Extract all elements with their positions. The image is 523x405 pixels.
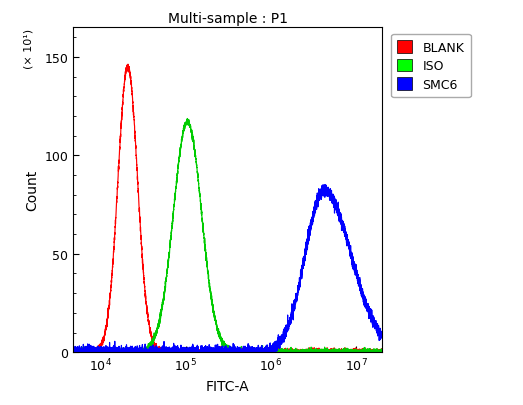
- Legend: BLANK, ISO, SMC6: BLANK, ISO, SMC6: [391, 34, 471, 98]
- Y-axis label: Count: Count: [25, 170, 39, 211]
- Title: Multi-sample : P1: Multi-sample : P1: [167, 12, 288, 26]
- X-axis label: FITC-A: FITC-A: [206, 379, 249, 393]
- Text: (× 10¹): (× 10¹): [24, 28, 34, 68]
